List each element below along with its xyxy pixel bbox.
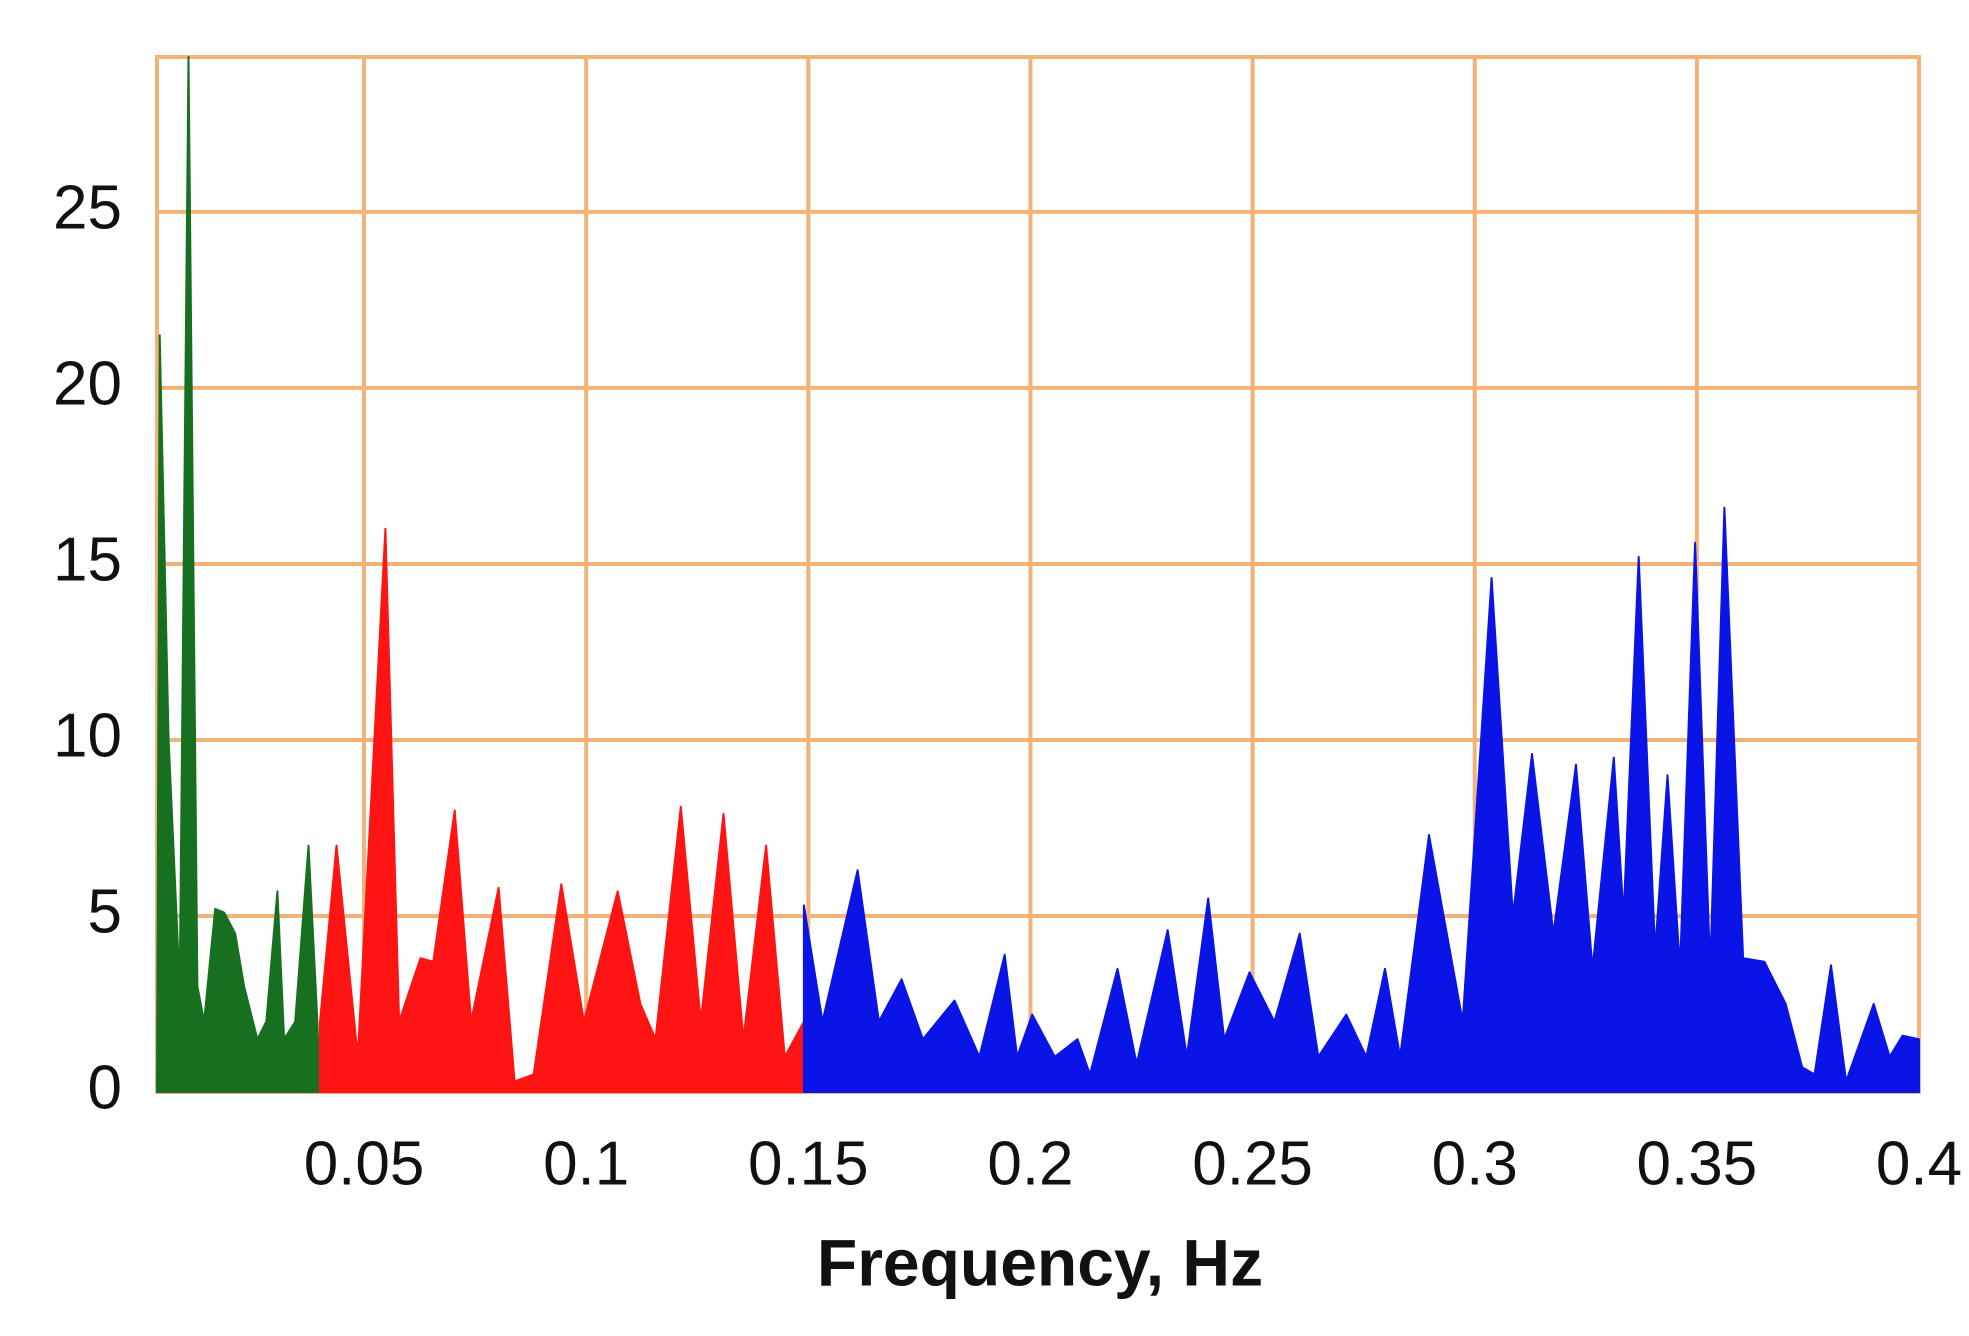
area <box>319 527 805 1093</box>
x-tick-label: 0.4 <box>1876 1129 1962 1198</box>
x-tick-label: 0.35 <box>1637 1129 1758 1198</box>
x-tick-label: 0.25 <box>1192 1129 1313 1198</box>
x-tick-label: 0.05 <box>304 1129 425 1198</box>
x-axis-title: Frequency, Hz <box>817 1225 1263 1299</box>
y-tick-label: 0 <box>88 1053 122 1122</box>
y-tick-label: 15 <box>53 525 122 594</box>
x-tick-label: 0.2 <box>987 1129 1073 1198</box>
y-tick-label: 20 <box>53 349 122 418</box>
x-tick-label: 0.3 <box>1432 1129 1518 1198</box>
area <box>802 506 1920 1093</box>
y-tick-label: 25 <box>53 173 122 242</box>
area <box>156 56 321 1093</box>
y-tick-label: 5 <box>88 877 122 946</box>
x-tick-label: 0.1 <box>543 1129 629 1198</box>
y-tick-label: 10 <box>53 701 122 770</box>
x-tick-label: 0.15 <box>748 1129 869 1198</box>
